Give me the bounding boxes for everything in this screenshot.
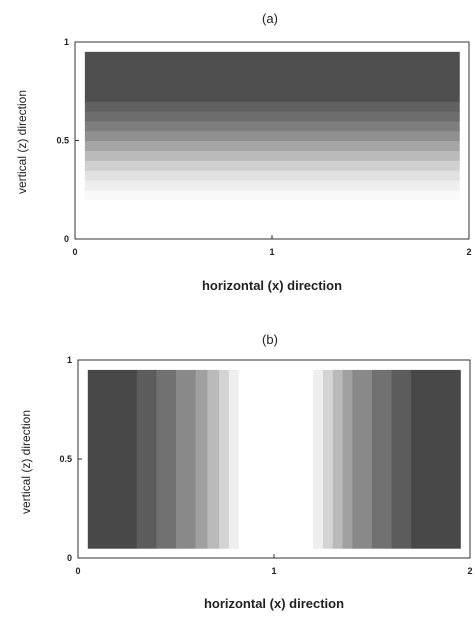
heatmap-band [84, 160, 460, 171]
x-tick-label: 1 [271, 566, 276, 576]
y-tick-label: 1 [67, 355, 72, 365]
panel-a-title: (a) [262, 11, 278, 26]
heatmap-band [136, 369, 157, 549]
panel-a-ticks: 0 1 2 0 0.5 1 [56, 37, 471, 257]
heatmap-band [207, 369, 220, 549]
heatmap-band [176, 369, 197, 549]
heatmap-band [84, 150, 460, 161]
x-tick-label: 2 [467, 566, 472, 576]
x-tick-label: 2 [466, 247, 471, 257]
panel-a: (a) 0 1 2 0 0.5 1 horizontal (x) direction ve… [15, 11, 472, 293]
heatmap-band [84, 179, 460, 191]
panel-b-title: (b) [262, 332, 278, 347]
heatmap-band [238, 369, 314, 549]
panel-a-xlabel: horizontal (x) direction [202, 278, 342, 293]
heatmap-band [84, 120, 460, 132]
heatmap-band [391, 369, 412, 549]
panel-a-field [84, 51, 460, 201]
heatmap-band [332, 369, 344, 549]
heatmap-band [84, 101, 460, 112]
panel-b: (b) 0 1 2 0 0.5 1 horizontal (x) direction ve… [19, 332, 473, 611]
y-tick-label: 1 [64, 37, 69, 47]
heatmap-band [372, 369, 393, 549]
heatmap-band [195, 369, 208, 549]
heatmap-band [84, 170, 460, 181]
heatmap-band [84, 140, 460, 151]
heatmap-band [87, 369, 138, 549]
heatmap-band [313, 369, 324, 549]
y-tick-label: 0 [67, 553, 72, 563]
x-tick-label: 1 [269, 247, 274, 257]
panel-b-ticks: 0 1 2 0 0.5 1 [59, 355, 472, 576]
heatmap-band [156, 369, 177, 549]
heatmap-band [411, 369, 461, 549]
heatmap-band [219, 369, 230, 549]
x-tick-label: 0 [75, 566, 80, 576]
panel-b-ylabel: vertical (z) direction [19, 410, 33, 514]
heatmap-band [84, 51, 460, 102]
heatmap-band [323, 369, 334, 549]
heatmap-band [228, 369, 240, 549]
heatmap-band [84, 110, 460, 122]
y-tick-label: 0.5 [56, 136, 69, 146]
y-tick-label: 0.5 [59, 454, 72, 464]
heatmap-band [342, 369, 353, 549]
panel-b-xlabel: horizontal (x) direction [204, 596, 344, 611]
x-tick-label: 0 [72, 247, 77, 257]
panel-a-ylabel: vertical (z) direction [15, 90, 29, 194]
panel-b-field [87, 369, 461, 549]
y-tick-label: 0 [64, 234, 69, 244]
heatmap-band [84, 189, 460, 201]
heatmap-band [352, 369, 373, 549]
heatmap-band [84, 130, 460, 142]
